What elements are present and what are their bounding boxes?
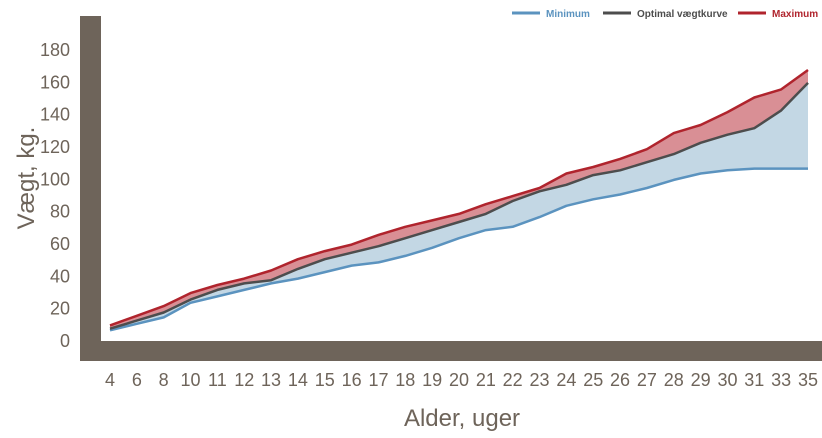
- x-tick-label: 35: [798, 370, 818, 390]
- lower-band-area: [110, 82, 808, 331]
- y-tick-label: 20: [50, 299, 70, 319]
- x-tick-label: 31: [744, 370, 764, 390]
- y-axis-title: Vægt, kg.: [13, 127, 40, 230]
- x-tick-label: 28: [664, 370, 684, 390]
- y-tick-label: 160: [40, 72, 70, 92]
- x-tick-label: 33: [771, 370, 791, 390]
- y-tick-label: 80: [50, 202, 70, 222]
- legend-item-minimum: Minimum: [512, 9, 590, 20]
- legend-label: Minimum: [546, 9, 590, 20]
- x-tick-label: 18: [395, 370, 415, 390]
- minimum-line: [109, 167, 808, 332]
- x-tick-label: 19: [422, 370, 442, 390]
- legend-item-maximum: Maximum: [738, 9, 818, 20]
- x-tick-label: 4: [105, 370, 115, 390]
- x-tick-label: 27: [637, 370, 657, 390]
- y-axis-bar: [80, 16, 101, 361]
- x-tick-label: 20: [449, 370, 469, 390]
- x-tick-label: 15: [315, 370, 335, 390]
- x-axis-title: Alder, uger: [404, 405, 520, 432]
- legend-item-optimal: Optimal vægtkurve: [603, 9, 728, 20]
- x-tick-label: 24: [556, 370, 576, 390]
- maximum-line: [109, 68, 809, 327]
- y-tick-label: 140: [40, 105, 70, 125]
- x-tick-label: 22: [503, 370, 523, 390]
- x-tick-label: 25: [583, 370, 603, 390]
- x-tick-label: 21: [476, 370, 496, 390]
- y-tick-label: 0: [60, 331, 70, 351]
- x-tick-label: 23: [530, 370, 550, 390]
- x-tick-label: 17: [368, 370, 388, 390]
- x-tick-label: 10: [181, 370, 201, 390]
- x-tick-label: 8: [159, 370, 169, 390]
- y-tick-label: 60: [50, 234, 70, 254]
- upper-band-area: [110, 70, 808, 329]
- optimal-line: [109, 82, 809, 330]
- x-tick-label: 13: [261, 370, 281, 390]
- x-tick-label: 12: [234, 370, 254, 390]
- x-axis-bar: [80, 341, 822, 361]
- x-tick-label: 14: [288, 370, 308, 390]
- x-tick-label: 26: [610, 370, 630, 390]
- y-tick-label: 40: [50, 266, 70, 286]
- legend-label: Optimal vægtkurve: [637, 9, 728, 20]
- x-tick-label: 16: [342, 370, 362, 390]
- y-tick-label: 180: [40, 40, 70, 60]
- x-tick-label: 29: [691, 370, 711, 390]
- y-tick-label: 120: [40, 137, 70, 157]
- x-tick-label: 11: [208, 370, 227, 390]
- x-tick-label: 30: [717, 370, 737, 390]
- y-tick-label: 100: [40, 169, 70, 189]
- x-tick-label: 6: [132, 370, 142, 390]
- legend-label: Maximum: [772, 9, 818, 20]
